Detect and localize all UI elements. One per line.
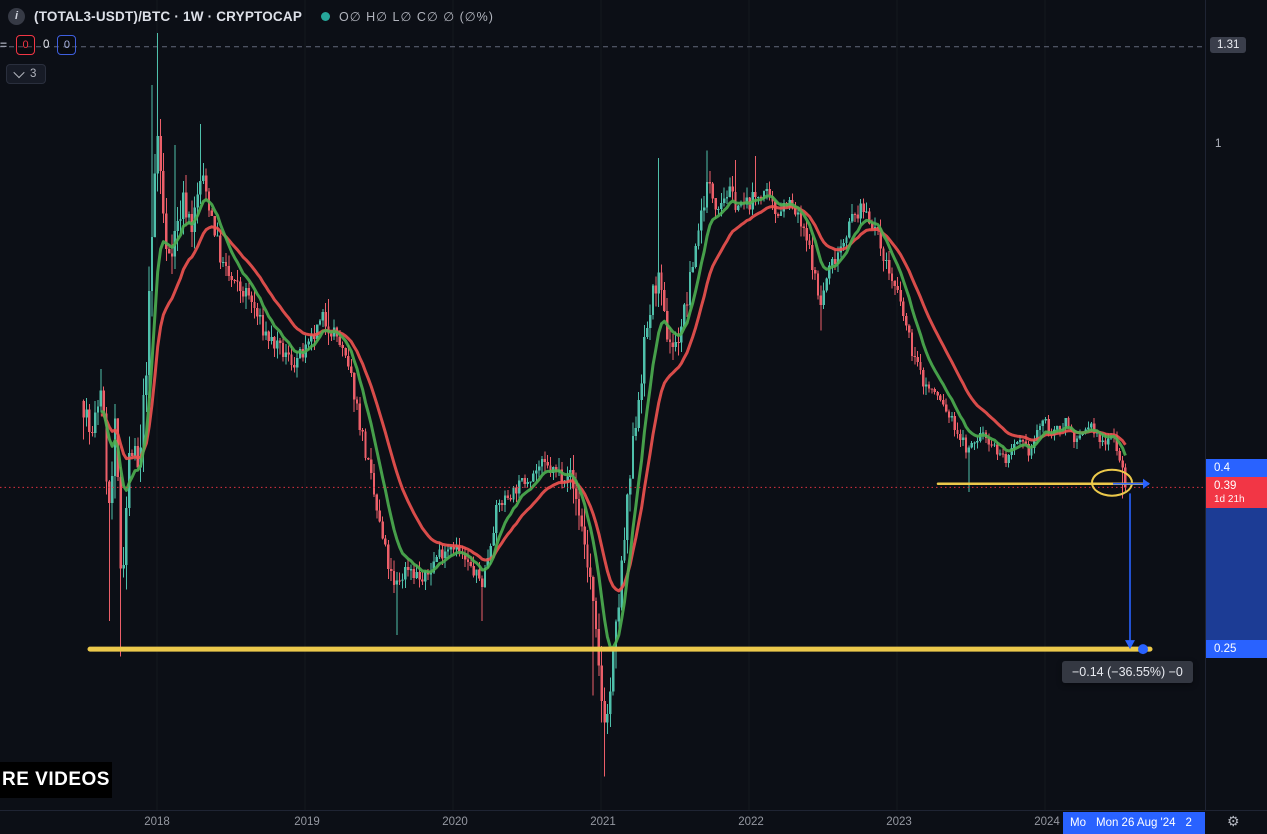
year-tick[interactable]: 2018 [144,816,170,828]
moving-averages-layer [100,194,1127,650]
last-price-value: 0.39 [1214,479,1237,492]
year-tick[interactable]: 2023 [886,816,912,828]
grid-layer [156,0,1046,810]
year-tick[interactable]: 2021 [590,816,616,828]
last-price-badge: 0.39 1d 21h [1206,477,1267,508]
market-status-dot [321,11,331,21]
candles-layer [82,33,1127,777]
measure-tool [1113,478,1150,655]
bar-countdown: 1d 21h [1214,493,1245,505]
video-watermark: RE VIDEOS [0,762,112,798]
lower-level-badge: 0.25 [1206,640,1267,658]
upper-level-badge: 0.4 [1206,459,1267,477]
unit-price-label: 1 [1215,138,1222,150]
crosshair-date-prefix: Mo [1070,817,1086,829]
symbol-legend: i (TOTAL3-USDT)/BTC · 1W · CRYPTOCAP O∅ … [8,6,494,26]
gear-icon[interactable]: ⚙ [1227,813,1240,829]
video-watermark-text: RE VIDEOS [2,769,110,790]
crosshair-date-badge: Mo Mon 26 Aug '24 2 [1063,812,1205,834]
measure-endpoint-handle [1138,644,1148,655]
red-value-box[interactable]: 0 [16,35,35,55]
year-tick[interactable]: 2022 [738,816,764,828]
measure-tooltip: −0.14 (−36.55%) −0 [1062,661,1193,683]
year-tick[interactable]: 2019 [294,816,320,828]
ath-price-label: 1.31 [1210,37,1247,53]
price-axis[interactable]: 1.31 1 0.4 0.39 1d 21h 0.25 [1205,0,1267,810]
year-tick[interactable]: 2024 [1034,816,1060,828]
blue-value-box[interactable]: 0 [57,35,77,55]
mid-value: 0 [43,39,50,51]
crosshair-date-suffix: 2 [1185,817,1192,829]
indicators-count: 3 [30,68,37,80]
symbol-title[interactable]: (TOTAL3-USDT)/BTC · 1W · CRYPTOCAP [34,8,303,24]
year-tick[interactable]: 2020 [442,816,468,828]
measure-range-highlight [1206,487,1267,649]
indicator-value-row: = 0 0 0 [0,35,77,55]
time-axis[interactable]: 2018 2019 2020 2021 2022 2023 2024 Mo Mo… [0,810,1267,834]
ohlc-summary: O∅ H∅ L∅ C∅ ∅ (∅%) [339,9,494,24]
price-circle-annotation [1091,468,1133,497]
indicators-collapse-button[interactable]: 3 [6,64,47,84]
info-icon[interactable]: i [8,7,25,25]
crosshair-date: Mon 26 Aug '24 [1095,817,1176,829]
equals-glyph: = [0,38,8,52]
chevron-down-icon [13,66,25,79]
